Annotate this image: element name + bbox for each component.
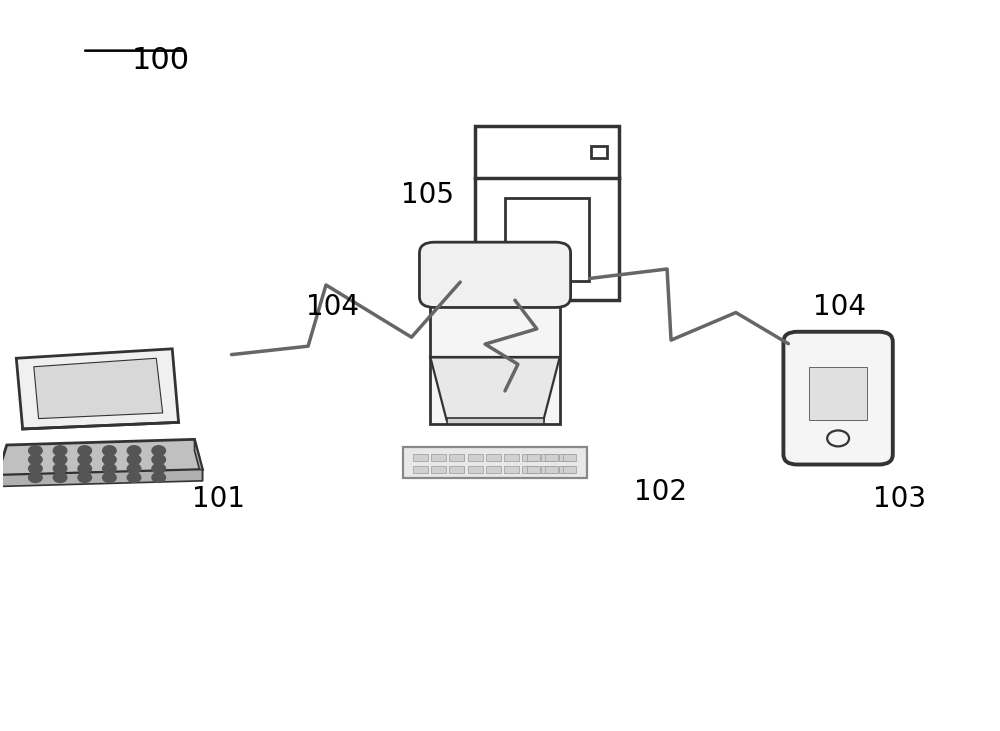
Text: 105: 105: [401, 181, 454, 208]
Circle shape: [29, 473, 42, 482]
Circle shape: [53, 446, 67, 455]
Bar: [431, 454, 446, 461]
Circle shape: [78, 473, 91, 482]
Bar: [413, 466, 428, 473]
Circle shape: [103, 455, 116, 465]
Circle shape: [127, 455, 141, 465]
Circle shape: [78, 446, 91, 455]
Bar: [430, 286, 560, 423]
Bar: [541, 454, 556, 461]
Bar: [563, 454, 576, 461]
Text: 104: 104: [306, 293, 359, 321]
Circle shape: [29, 455, 42, 465]
Bar: [505, 198, 589, 281]
Bar: [403, 447, 587, 478]
Polygon shape: [430, 357, 560, 420]
Circle shape: [127, 463, 141, 474]
Bar: [522, 454, 537, 461]
Circle shape: [53, 473, 67, 482]
Circle shape: [127, 446, 141, 455]
Text: 100: 100: [132, 46, 190, 75]
Circle shape: [127, 473, 141, 482]
Bar: [468, 454, 483, 461]
FancyBboxPatch shape: [783, 332, 893, 464]
Bar: [431, 466, 446, 473]
Bar: [545, 454, 558, 461]
Polygon shape: [0, 469, 202, 487]
Bar: [449, 466, 464, 473]
Circle shape: [152, 446, 165, 455]
Bar: [591, 146, 607, 158]
FancyBboxPatch shape: [419, 242, 571, 308]
Bar: [468, 466, 483, 473]
Bar: [449, 454, 464, 461]
Text: 102: 102: [634, 478, 687, 506]
Text: 103: 103: [873, 485, 926, 513]
Bar: [563, 466, 576, 473]
Bar: [527, 466, 540, 473]
Polygon shape: [195, 439, 202, 481]
Bar: [809, 366, 867, 420]
Circle shape: [53, 463, 67, 474]
Circle shape: [152, 473, 165, 482]
Bar: [486, 466, 501, 473]
Bar: [559, 454, 574, 461]
Circle shape: [29, 463, 42, 474]
Circle shape: [78, 463, 91, 474]
Bar: [486, 454, 501, 461]
Bar: [413, 454, 428, 461]
Circle shape: [29, 446, 42, 455]
Bar: [527, 454, 540, 461]
Bar: [541, 466, 556, 473]
Circle shape: [53, 455, 67, 465]
Bar: [504, 454, 519, 461]
Bar: [475, 126, 619, 300]
Circle shape: [152, 455, 165, 465]
Bar: [447, 417, 544, 423]
Text: 104: 104: [813, 293, 866, 321]
Circle shape: [78, 455, 91, 465]
Polygon shape: [34, 358, 163, 419]
Polygon shape: [16, 349, 179, 429]
Bar: [504, 466, 519, 473]
Circle shape: [103, 463, 116, 474]
Bar: [522, 466, 537, 473]
Bar: [559, 466, 574, 473]
Polygon shape: [0, 439, 202, 475]
Circle shape: [103, 473, 116, 482]
Circle shape: [152, 463, 165, 474]
Text: 101: 101: [192, 485, 245, 513]
Bar: [545, 466, 558, 473]
Circle shape: [103, 446, 116, 455]
